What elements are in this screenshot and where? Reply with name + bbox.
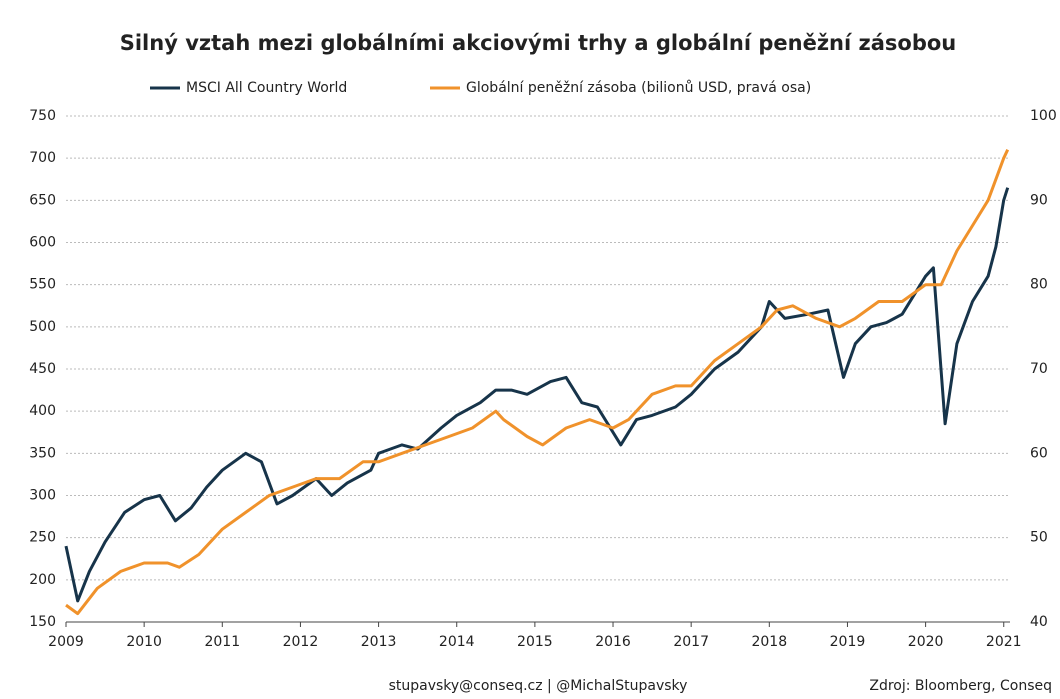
y-tick-label: 250 (29, 530, 56, 546)
x-tick-label: 2012 (283, 634, 319, 650)
legend-label: Globální peněžní zásoba (bilionů USD, pr… (466, 80, 811, 96)
x-tick-label: 2018 (751, 634, 787, 650)
series-line (64, 187, 1010, 603)
x-tick-label: 2015 (517, 634, 553, 650)
x-tick-label: 2019 (830, 634, 866, 650)
x-tick-label: 2010 (126, 634, 162, 650)
x-tick-label: 2021 (986, 634, 1022, 650)
series-line (65, 149, 1010, 616)
x-tick-label: 2017 (673, 634, 709, 650)
y-tick-label: 750 (29, 108, 56, 124)
y2-tick-label: 80 (1030, 277, 1048, 293)
x-tick-label: 2020 (908, 634, 944, 650)
y2-tick-label: 100 (1030, 108, 1057, 124)
x-tick-label: 2011 (204, 634, 240, 650)
y2-tick-label: 60 (1030, 445, 1048, 461)
legend-label: MSCI All Country World (186, 80, 347, 96)
y2-tick-label: 50 (1030, 530, 1048, 546)
y-tick-label: 600 (29, 235, 56, 251)
y-tick-label: 350 (29, 445, 56, 461)
x-tick-label: 2016 (595, 634, 631, 650)
y-tick-label: 550 (29, 277, 56, 293)
x-tick-label: 2013 (361, 634, 397, 650)
x-tick-label: 2014 (439, 634, 475, 650)
y-tick-label: 650 (29, 192, 56, 208)
y2-tick-label: 40 (1030, 614, 1048, 630)
x-tick-label: 2009 (48, 634, 84, 650)
y-tick-label: 150 (29, 614, 56, 630)
y-tick-label: 300 (29, 488, 56, 504)
y2-tick-label: 90 (1030, 192, 1048, 208)
y2-tick-label: 70 (1030, 361, 1048, 377)
y-tick-label: 200 (29, 572, 56, 588)
chart-title: Silný vztah mezi globálními akciovými tr… (120, 31, 957, 55)
footer-source: Zdroj: Bloomberg, Conseq (869, 678, 1052, 694)
y-tick-label: 450 (29, 361, 56, 377)
footer-contact: stupavsky@conseq.cz | @MichalStupavsky (389, 678, 688, 694)
y-tick-label: 400 (29, 403, 56, 419)
y-tick-label: 700 (29, 150, 56, 166)
y-tick-label: 500 (29, 319, 56, 335)
